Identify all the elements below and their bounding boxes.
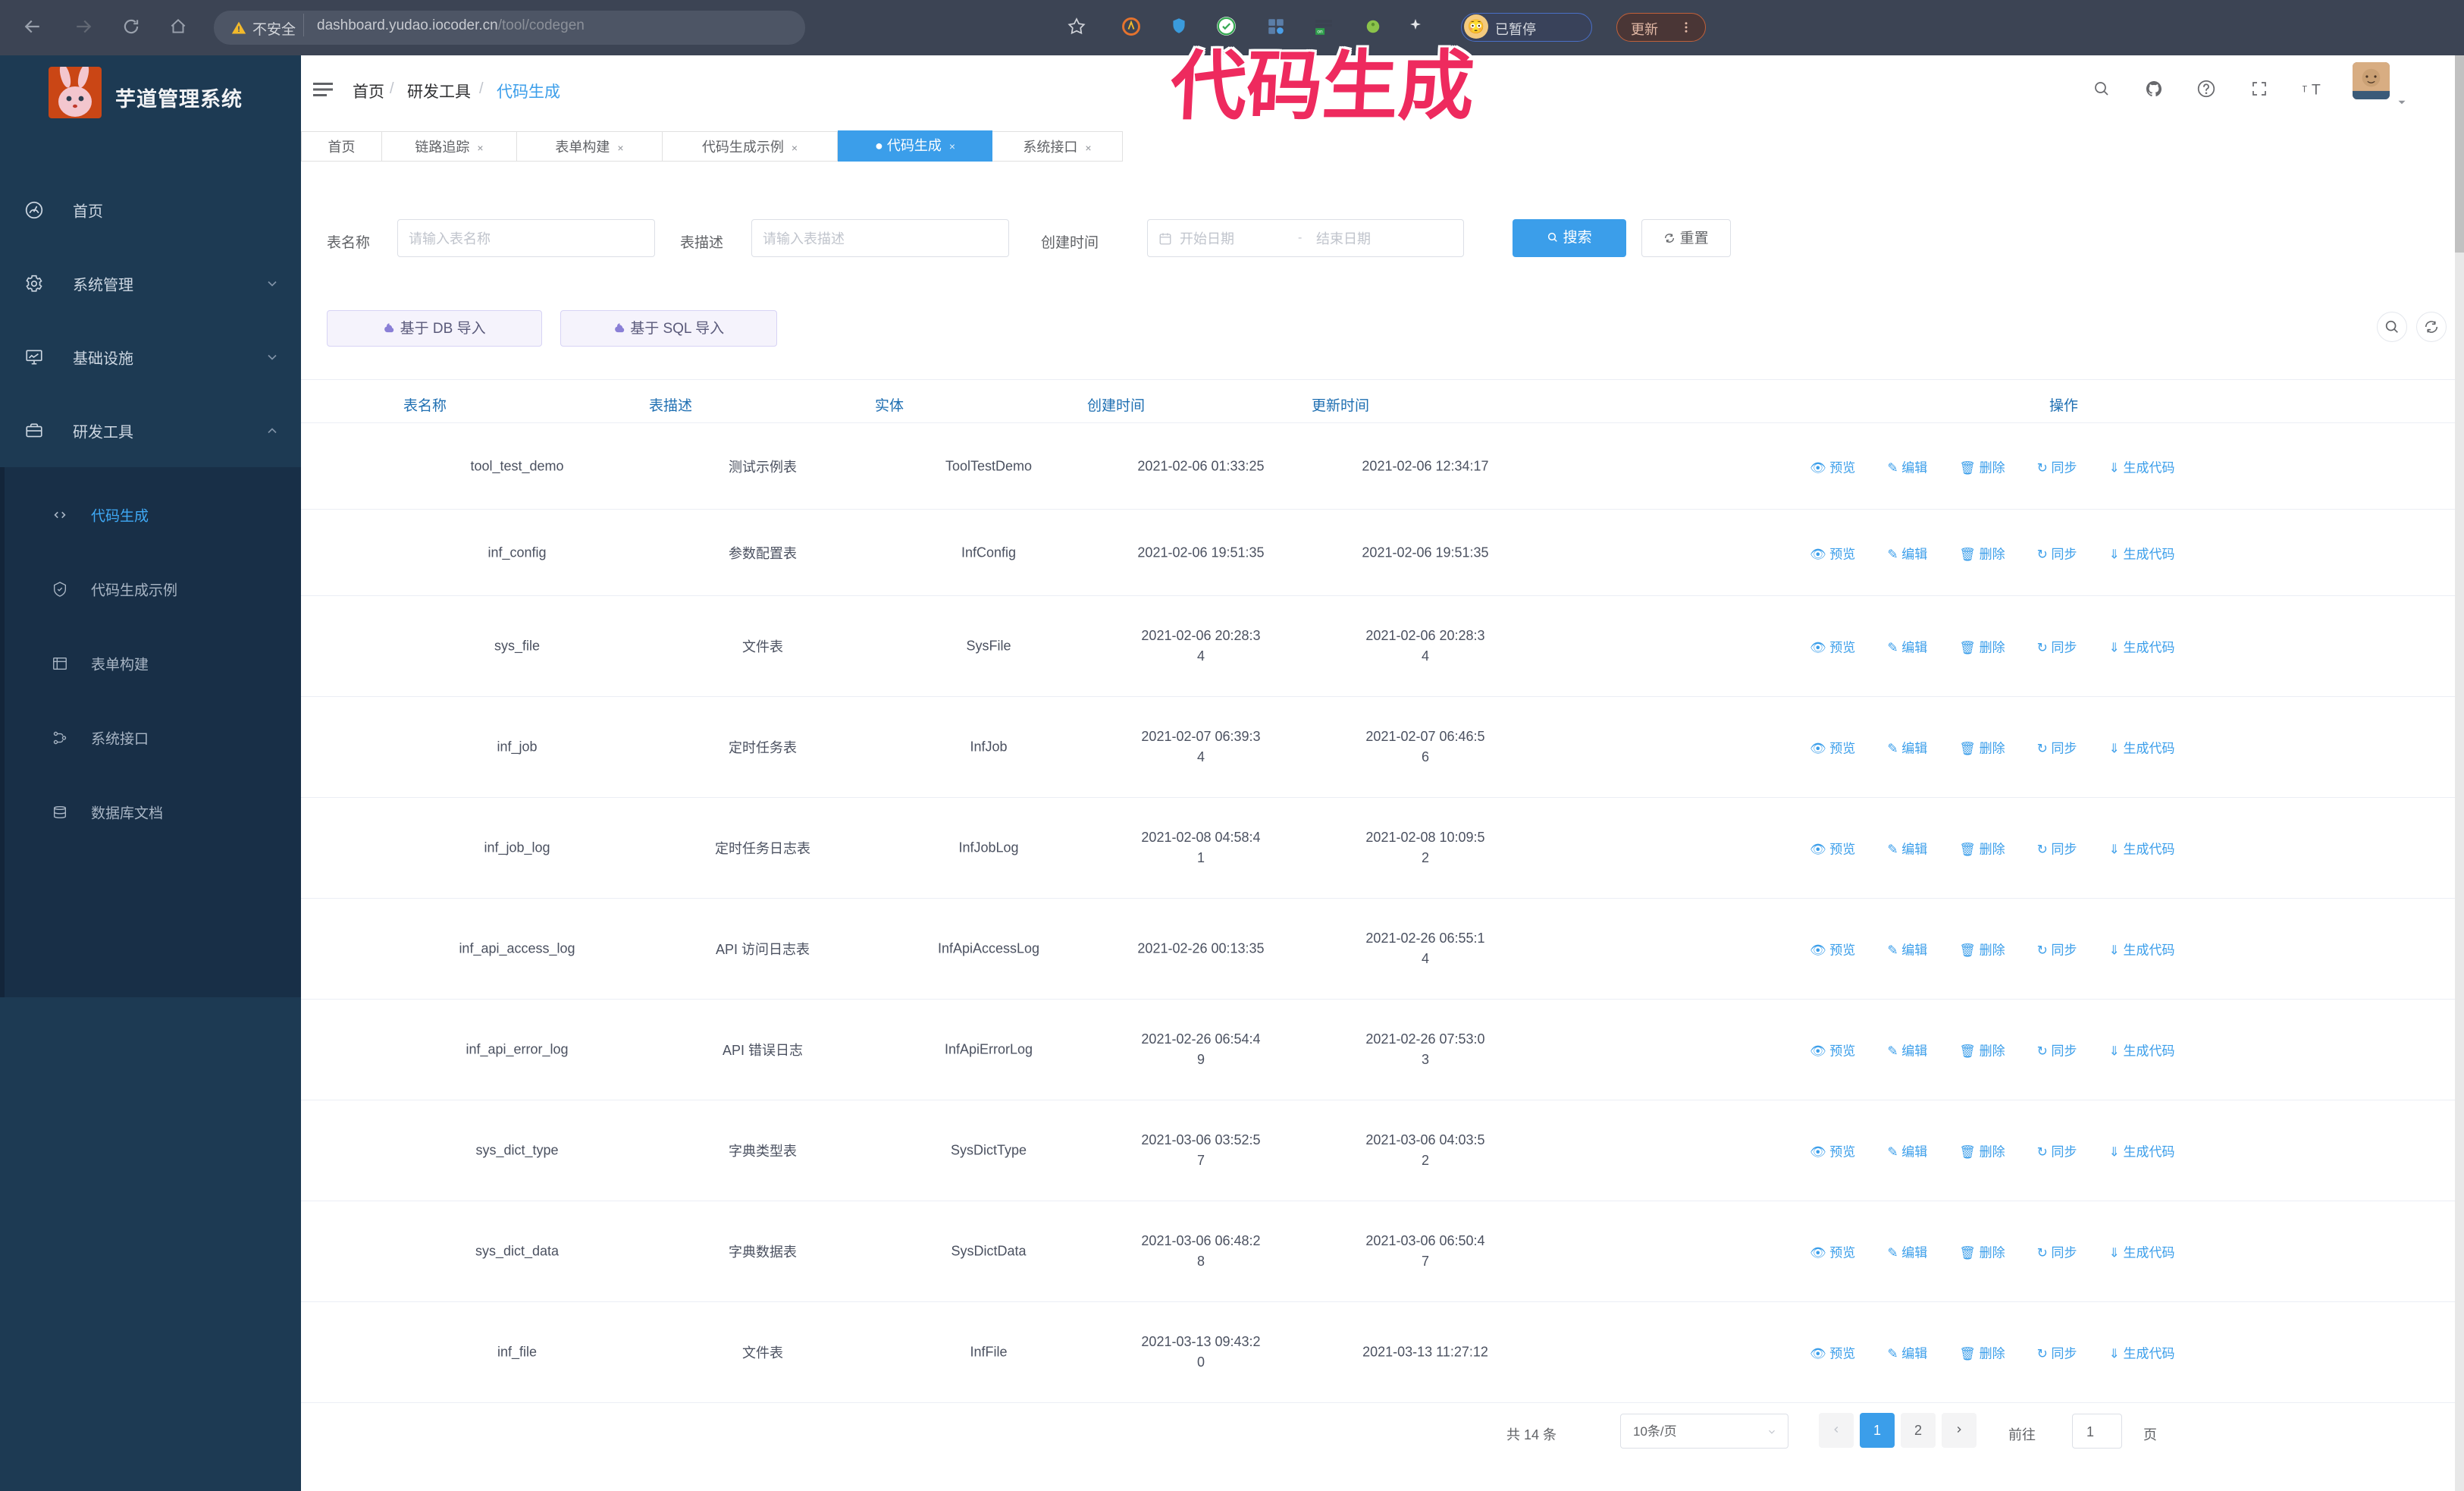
svg-text:T: T [2303, 83, 2307, 94]
svg-text:T: T [2312, 82, 2321, 99]
